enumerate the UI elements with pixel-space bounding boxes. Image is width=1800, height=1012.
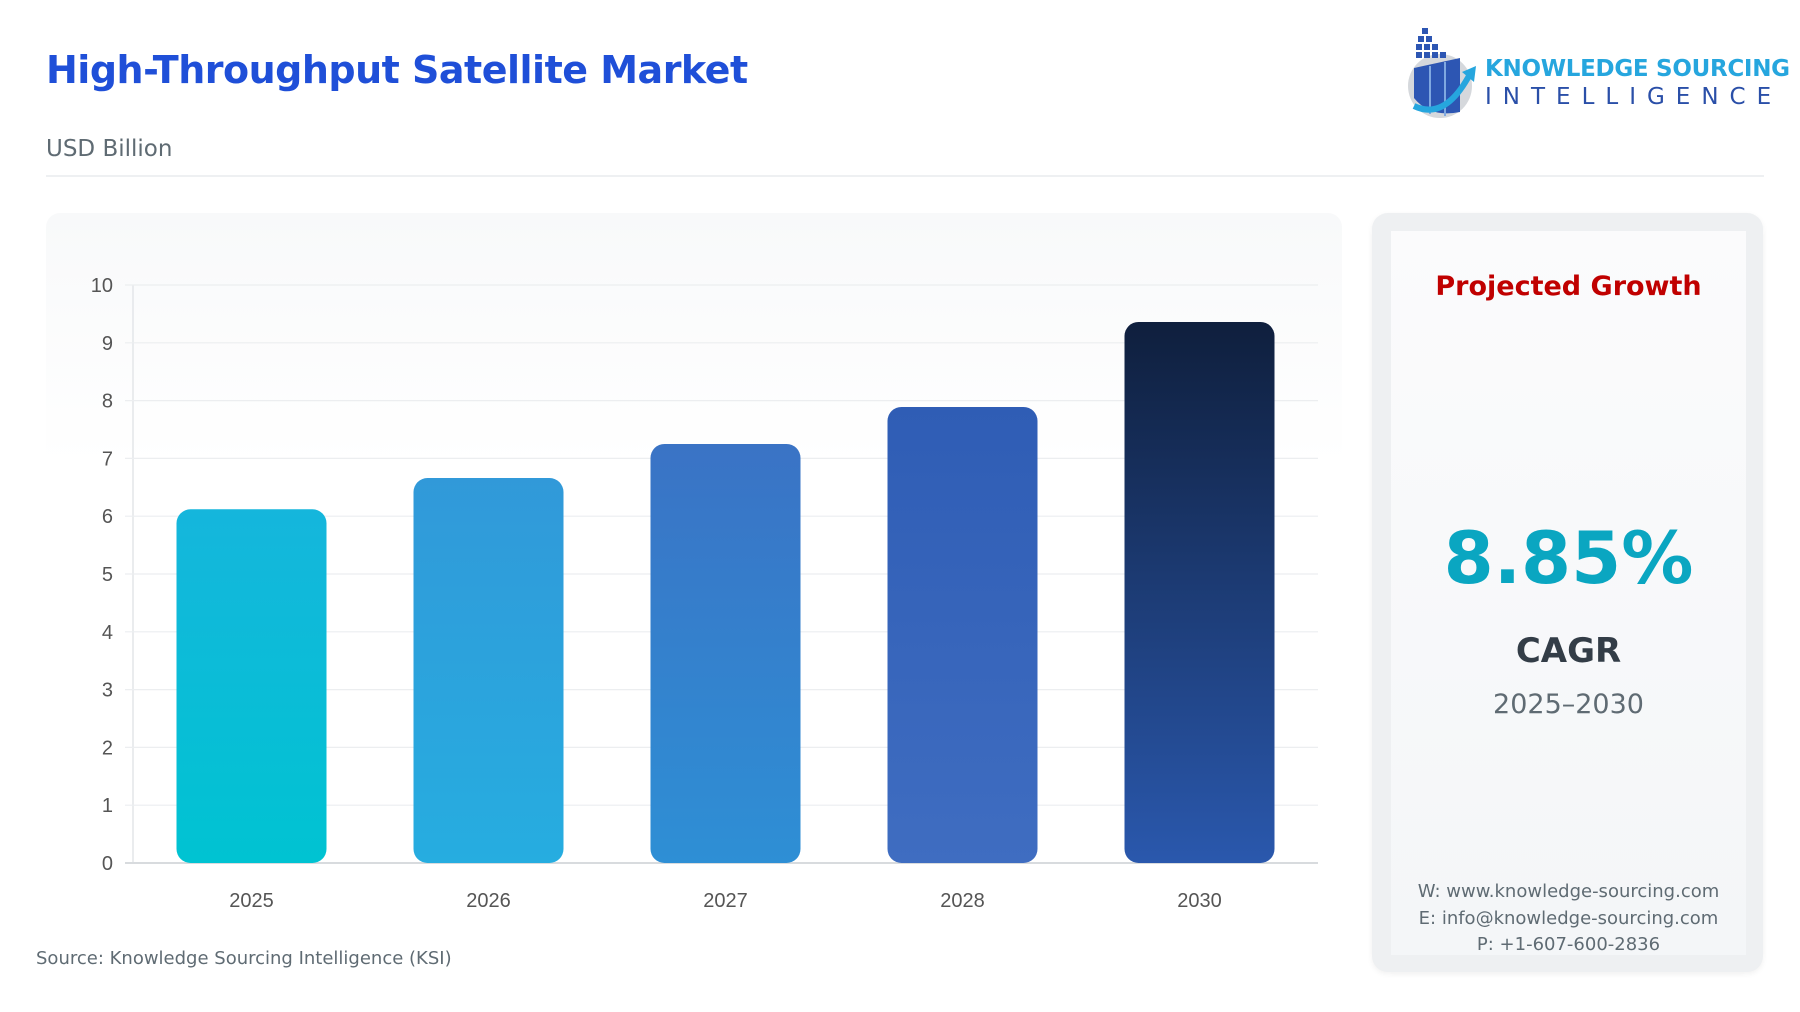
logo-icon [1408,28,1476,118]
x-tick-label: 2027 [703,890,748,912]
phone-number: P: +1-607-600-2836 [1476,934,1661,955]
company-logo: KNOWLEDGE SOURCING INTELLIGENCE [1400,26,1790,118]
y-tick-label: 5 [102,564,113,586]
y-tick-label: 0 [102,853,113,875]
website-link[interactable]: W: www.knowledge-sourcing.com [1417,881,1720,902]
page-title: High-Throughput Satellite Market [46,48,748,92]
bar-2028[interactable] [887,406,1038,863]
bar-2026[interactable] [413,478,564,863]
y-tick-label: 4 [102,622,113,644]
cagr-panel-inner: Projected Growth 8.85% CAGR 2025–2030 W:… [1391,231,1746,955]
source-note: Source: Knowledge Sourcing Intelligence … [36,948,452,969]
y-tick-label: 10 [91,275,113,297]
y-tick-label: 2 [102,737,113,759]
x-tick-label: 2025 [229,890,274,912]
chart-panel: 0 1 2 3 4 5 6 7 8 9 10 2025 2026 2027 2028 2030 [46,213,1342,933]
cagr-panel: Projected Growth 8.85% CAGR 2025–2030 W:… [1372,213,1763,972]
unit-label: USD Billion [46,136,173,162]
cagr-value: 8.85% [1443,516,1694,600]
bar-chart: 0 1 2 3 4 5 6 7 8 9 10 2025 2026 2027 2028 2030 [91,275,1318,912]
cagr-label: CAGR [1515,631,1622,671]
bar-2025[interactable] [176,509,327,863]
logo-text-line2: INTELLIGENCE [1485,84,1783,110]
bar-2030[interactable] [1124,321,1275,863]
x-tick-label: 2028 [940,890,985,912]
x-tick-label: 2026 [466,890,511,912]
y-tick-label: 6 [102,506,113,528]
x-tick-label: 2030 [1177,890,1222,912]
y-tick-label: 9 [102,333,113,355]
y-tick-label: 8 [102,391,113,413]
projected-growth-heading: Projected Growth [1435,271,1702,302]
divider [46,175,1764,177]
cagr-period: 2025–2030 [1493,689,1644,720]
email-link[interactable]: E: info@knowledge-sourcing.com [1418,908,1719,929]
bar-2027[interactable] [650,443,801,863]
y-tick-label: 3 [102,680,113,702]
y-tick-label: 7 [102,448,113,470]
logo-text-line1: KNOWLEDGE SOURCING [1485,56,1790,82]
y-tick-label: 1 [102,795,113,817]
